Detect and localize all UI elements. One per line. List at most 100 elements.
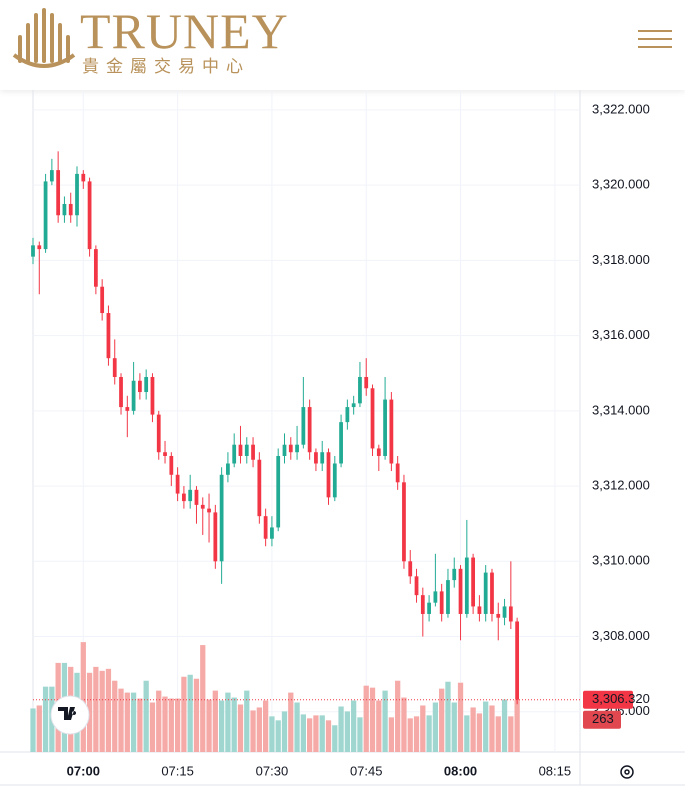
candle-body: [295, 444, 299, 453]
candle-body: [307, 407, 312, 453]
volume-bar: [294, 702, 300, 752]
chart: 3,306.0003,308.0003,310.0003,312.0003,31…: [0, 90, 685, 786]
candle-body: [200, 504, 205, 509]
volume-bar: [225, 692, 231, 752]
candle-body: [257, 459, 262, 517]
candle-body: [125, 407, 130, 411]
candle-body: [414, 576, 419, 596]
volume-bar: [395, 680, 401, 752]
volume-bar: [281, 711, 288, 752]
volume-bar: [508, 716, 514, 752]
volume-bar: [86, 672, 93, 752]
volume-bar: [36, 705, 42, 752]
candle-body: [326, 452, 331, 498]
candle-body: [112, 358, 117, 377]
x-tick-label: 08:00: [444, 763, 477, 778]
volume-bar: [332, 725, 338, 752]
candle-body: [376, 448, 381, 456]
volume-bar: [363, 685, 369, 752]
candle-body: [182, 493, 186, 502]
candle-body: [49, 170, 54, 182]
candle-body: [270, 527, 274, 539]
volume-bar: [344, 711, 351, 752]
y-tick-label: 3,322.000: [592, 101, 650, 116]
last-volume-label: 263: [592, 711, 614, 726]
candle-body: [420, 595, 425, 614]
candle-body: [131, 380, 136, 411]
last-price-label: 3,306.320: [592, 691, 650, 706]
y-tick-label: 3,314.000: [592, 402, 650, 417]
volume-bar: [476, 713, 483, 752]
candle-body: [332, 463, 337, 498]
candle-body: [226, 463, 230, 475]
volume-bar: [495, 716, 501, 752]
candle-body: [464, 557, 469, 614]
volume-bar: [149, 702, 156, 752]
volume-bar: [376, 700, 382, 752]
volume-bar: [313, 715, 319, 752]
y-tick-label: 3,320.000: [592, 177, 650, 192]
volume-bar: [174, 698, 181, 752]
candle-body: [339, 422, 343, 464]
brand-subtitle: 貴金屬交易中心: [82, 57, 250, 76]
volume-bar: [288, 692, 294, 752]
candle-body: [144, 376, 149, 393]
candle-body: [56, 170, 61, 216]
volume-bar: [112, 680, 118, 752]
candle-body: [383, 399, 387, 456]
volume-bar: [105, 668, 112, 752]
volume-bar: [489, 705, 495, 752]
volume-bar: [212, 690, 218, 752]
candle-body: [188, 489, 193, 502]
x-tick-label: 07:00: [67, 763, 100, 778]
volume-bar: [319, 715, 325, 752]
volume-bar: [338, 706, 344, 752]
volume-bar: [256, 707, 262, 752]
candle-body: [314, 452, 318, 464]
candle-body: [137, 380, 142, 393]
volume-bar: [193, 678, 200, 752]
volume-bar: [451, 702, 457, 752]
candle-body: [408, 561, 413, 577]
volume-bar: [93, 666, 99, 752]
candle-body: [169, 455, 174, 475]
candle-body: [496, 613, 501, 618]
settings-button[interactable]: [620, 765, 634, 779]
volume-bar: [382, 690, 388, 752]
candle-body: [263, 516, 268, 539]
volume-bar: [200, 645, 206, 752]
volume-bar: [457, 682, 464, 752]
volume-bar: [168, 698, 174, 752]
volume-bar: [439, 688, 445, 752]
candle-body: [515, 621, 520, 700]
volume-bar: [181, 676, 187, 752]
last-volume-box: [583, 710, 621, 729]
candle-body: [282, 444, 287, 456]
volume-bar: [244, 690, 250, 752]
volume-bar: [187, 674, 193, 752]
candle-body: [238, 444, 243, 456]
volume-bar: [470, 707, 476, 752]
volume-bar: [401, 697, 407, 752]
volume-bar: [262, 700, 269, 752]
volume-bar: [130, 692, 137, 752]
candle-body: [81, 173, 86, 182]
x-tick-label: 07:30: [256, 763, 289, 778]
candle-body: [93, 249, 98, 287]
candle-body: [100, 286, 105, 314]
header: TRUNEY 貴金屬交易中心: [0, 0, 685, 90]
candle-body: [207, 508, 211, 513]
volume-bar: [30, 708, 36, 752]
volume-bar: [483, 701, 489, 752]
y-tick-label: 3,310.000: [592, 553, 650, 568]
volume-bar: [218, 700, 225, 752]
candle-body: [320, 452, 325, 464]
candle-body: [62, 203, 67, 216]
volume-bar: [426, 715, 432, 752]
candle-body: [458, 568, 463, 614]
candle-body: [175, 474, 180, 494]
volume-bar: [162, 696, 168, 752]
volume-bar: [514, 699, 520, 752]
candle-body: [508, 606, 513, 622]
menu-button[interactable]: [638, 30, 672, 50]
